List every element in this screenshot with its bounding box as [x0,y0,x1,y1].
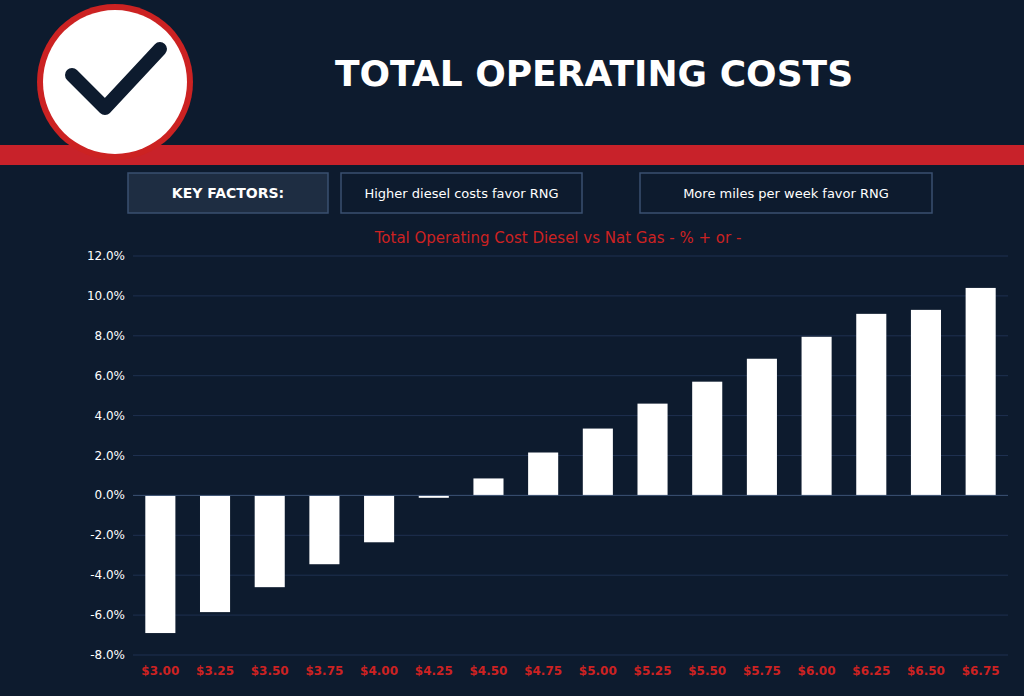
bar [364,495,394,542]
bar [255,495,285,587]
grid-line [133,495,1008,496]
subtitle: Total Operating Cost Diesel vs Nat Gas -… [374,229,742,247]
bar [747,359,777,496]
bar [911,310,941,496]
x-tick-label: $3.75 [305,664,343,678]
grid [133,256,1008,655]
bar [473,478,503,495]
badge-ring [37,4,193,160]
factor-box [640,173,932,213]
badge [43,10,187,154]
grid-line [133,295,1008,296]
y-tick-label: 8.0% [95,329,126,343]
bar [200,495,230,612]
background [0,0,1024,696]
baseline [133,495,1008,496]
grid-line [133,615,1008,616]
x-tick-label: $4.25 [415,664,453,678]
annotation: Higher diesel costs favor RNG [364,186,558,201]
bar [966,288,996,495]
bar [145,495,175,633]
title: TOTAL OPERATING COSTS [335,53,853,94]
x-tick-label: $3.00 [141,664,179,678]
bar [528,453,558,496]
factor-box [128,173,328,213]
annotation: KEY FACTORS: [172,185,284,201]
annotation: More miles per week favor RNG [683,186,889,201]
y-tick-label: 10.0% [87,289,125,303]
bar [692,382,722,496]
bar [802,337,832,496]
x-tick-label: $4.00 [360,664,398,678]
x-tick-label: $3.25 [196,664,234,678]
y-tick-label: -4.0% [90,568,125,582]
y-tick-label: -2.0% [90,528,125,542]
y-tick-label: 6.0% [95,369,126,383]
bar [856,314,886,496]
bar [583,429,613,496]
y-tick-label: 4.0% [95,409,126,423]
x-tick-label: $6.75 [962,664,1000,678]
x-tick-label: $5.25 [634,664,672,678]
x-tick-label: $5.00 [579,664,617,678]
grid-line [133,655,1008,656]
x-tick-label: $5.50 [688,664,726,678]
x-tick-label: $4.75 [524,664,562,678]
x-tick-label: $4.50 [469,664,507,678]
bar [309,495,339,564]
x-tick-label: $3.50 [251,664,289,678]
x-tick-label: $6.00 [798,664,836,678]
x-tick-label: $6.50 [907,664,945,678]
y-tick-label: -6.0% [90,608,125,622]
grid-line [133,256,1008,257]
y-tick-label: 2.0% [95,449,126,463]
checkmark [72,49,160,108]
y-tick-label: 12.0% [87,249,125,263]
y-tick-label: 0.0% [95,488,126,502]
x-tick-label: $6.25 [852,664,890,678]
factor-box [341,173,582,213]
chart: TOTAL OPERATING COSTS KEY FACTORS: Higher … [0,0,1024,696]
bar [637,404,667,496]
y-tick-label: -8.0% [90,648,125,662]
bars [145,288,995,633]
x-tick-label: $5.75 [743,664,781,678]
